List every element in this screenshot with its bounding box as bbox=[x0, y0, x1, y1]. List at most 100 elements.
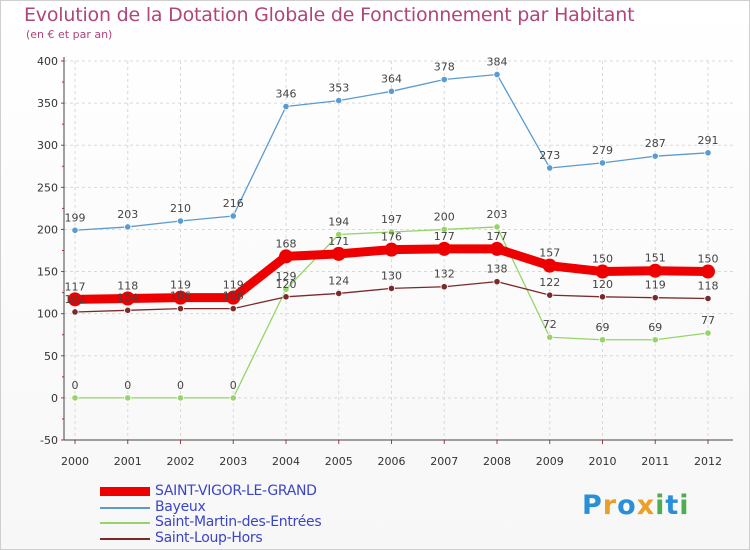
x-tick-label: 2002 bbox=[167, 455, 195, 468]
data-label: 77 bbox=[701, 314, 715, 327]
data-point bbox=[71, 226, 79, 234]
data-point bbox=[384, 242, 399, 257]
data-point bbox=[704, 329, 712, 337]
data-point bbox=[124, 306, 132, 314]
data-label: 151 bbox=[645, 252, 666, 265]
data-label: 210 bbox=[170, 202, 191, 215]
data-point bbox=[176, 217, 185, 225]
x-tick-label: 2006 bbox=[378, 455, 406, 468]
legend-swatch bbox=[100, 522, 150, 524]
data-point bbox=[546, 333, 554, 341]
data-label: 119 bbox=[170, 279, 191, 292]
x-tick-label: 2004 bbox=[272, 455, 300, 468]
data-label: 203 bbox=[487, 208, 508, 221]
y-tick-label: 350 bbox=[37, 97, 58, 110]
data-point bbox=[173, 290, 188, 305]
logo-letter: t bbox=[665, 490, 680, 521]
data-point bbox=[598, 336, 607, 344]
logo-letter: r bbox=[602, 490, 618, 521]
data-point bbox=[598, 293, 607, 301]
data-point bbox=[229, 212, 237, 220]
data-label: 216 bbox=[223, 197, 244, 210]
data-label: 0 bbox=[230, 379, 237, 392]
data-label: 199 bbox=[65, 211, 86, 224]
data-label: 69 bbox=[596, 321, 610, 334]
data-point bbox=[71, 394, 79, 402]
data-label: 102 bbox=[65, 293, 86, 306]
data-label: 118 bbox=[117, 280, 138, 293]
data-label: 104 bbox=[117, 291, 138, 304]
legend-label: SAINT-VIGOR-LE-GRAND bbox=[155, 483, 317, 499]
x-tick-label: 2009 bbox=[536, 455, 564, 468]
chart-title: Evolution de la Dotation Globale de Fonc… bbox=[24, 4, 635, 26]
data-point bbox=[282, 293, 290, 301]
legend-label: Saint-Martin-des-Entrées bbox=[155, 514, 322, 530]
data-label: 0 bbox=[72, 379, 79, 392]
data-label: 177 bbox=[434, 230, 455, 243]
legend-label: Bayeux bbox=[155, 498, 206, 515]
data-label: 72 bbox=[543, 318, 557, 331]
logo-letter: x bbox=[636, 490, 656, 521]
logo-letter: i bbox=[655, 490, 666, 521]
data-point bbox=[542, 258, 557, 273]
legend-label: Saint-Loup-Hors bbox=[155, 529, 263, 546]
data-point bbox=[68, 292, 82, 307]
data-label: 106 bbox=[170, 290, 191, 303]
data-label: 0 bbox=[124, 379, 131, 392]
data-point bbox=[651, 152, 659, 160]
data-label: 194 bbox=[328, 215, 349, 228]
data-point bbox=[598, 159, 607, 167]
data-point bbox=[440, 283, 448, 291]
data-point bbox=[440, 75, 448, 84]
data-label: 200 bbox=[434, 210, 455, 223]
chart-subtitle: (en € et par an) bbox=[26, 28, 113, 41]
data-point bbox=[387, 228, 396, 236]
data-point bbox=[229, 305, 237, 313]
data-point bbox=[71, 308, 79, 316]
data-label: 120 bbox=[276, 278, 297, 291]
logo-letter: P bbox=[582, 490, 603, 521]
data-label: 171 bbox=[328, 235, 349, 248]
data-label: 177 bbox=[487, 230, 508, 243]
legend-swatch bbox=[100, 506, 150, 509]
data-point bbox=[176, 305, 185, 313]
logo-letter: i bbox=[679, 490, 690, 521]
y-tick-label: -50 bbox=[40, 434, 58, 447]
data-label: 120 bbox=[592, 278, 613, 291]
data-label: 157 bbox=[539, 247, 560, 260]
data-label: 117 bbox=[65, 280, 86, 293]
data-point bbox=[335, 96, 343, 105]
data-label: 124 bbox=[328, 274, 349, 287]
data-point bbox=[704, 149, 712, 157]
data-label: 106 bbox=[223, 290, 244, 303]
y-tick-label: 250 bbox=[37, 181, 58, 194]
data-label: 138 bbox=[487, 263, 508, 276]
x-tick-label: 2003 bbox=[219, 455, 247, 468]
x-tick-label: 2010 bbox=[589, 455, 617, 468]
data-label: 69 bbox=[648, 321, 662, 334]
data-point bbox=[704, 294, 712, 303]
data-label: 176 bbox=[381, 231, 402, 244]
data-point bbox=[282, 285, 290, 293]
data-point bbox=[176, 394, 185, 402]
x-tick-label: 2000 bbox=[61, 455, 89, 468]
data-label: 273 bbox=[539, 149, 560, 162]
data-label: 384 bbox=[487, 55, 508, 68]
proxiti-logo: Proxiti bbox=[582, 490, 690, 521]
data-label: 132 bbox=[434, 268, 455, 281]
data-label: 197 bbox=[381, 213, 402, 226]
y-tick-label: 300 bbox=[37, 139, 58, 152]
data-point bbox=[335, 230, 343, 239]
data-point bbox=[335, 289, 343, 298]
y-tick-label: 100 bbox=[37, 308, 58, 321]
data-point bbox=[651, 336, 659, 344]
data-point bbox=[279, 249, 293, 264]
data-label: 364 bbox=[381, 72, 402, 85]
data-label: 150 bbox=[592, 253, 613, 266]
data-point bbox=[440, 225, 448, 234]
data-point bbox=[493, 278, 501, 286]
x-tick-label: 2007 bbox=[430, 455, 458, 468]
data-point bbox=[437, 241, 452, 256]
legend-swatch bbox=[100, 537, 150, 540]
